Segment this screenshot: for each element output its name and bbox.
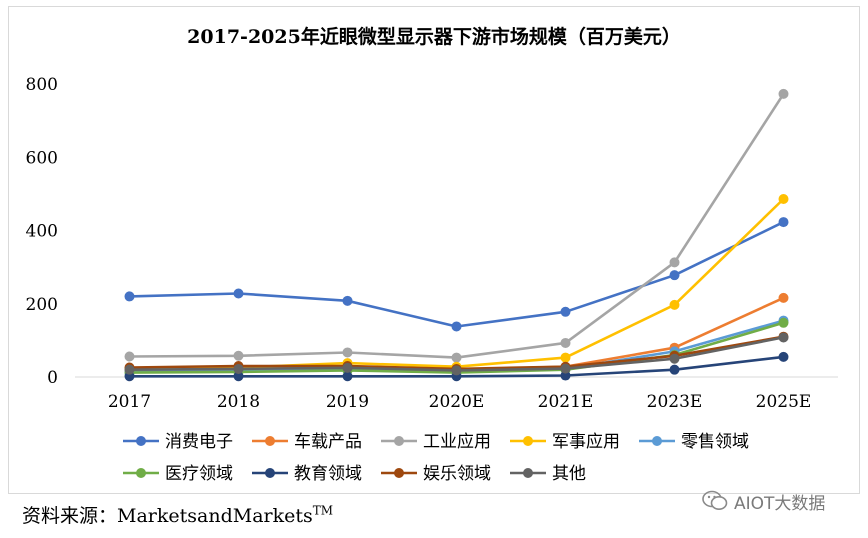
y-tick-label: 600 (26, 148, 58, 168)
data-point (560, 352, 571, 363)
trademark-mark: TM (312, 503, 334, 518)
y-tick-label: 800 (26, 75, 58, 95)
legend-label: 零售领域 (681, 432, 749, 452)
data-point (560, 337, 571, 348)
series-line-3 (128, 92, 785, 359)
data-point (560, 363, 571, 374)
data-point (778, 217, 789, 228)
series-line-1 (128, 220, 785, 328)
legend-label: 工业应用 (423, 432, 491, 452)
data-point (778, 317, 789, 328)
data-point (669, 270, 680, 281)
wechat-icon (702, 490, 728, 510)
legend-label: 医疗领域 (165, 464, 233, 484)
x-tick-label: 2025E (756, 392, 812, 412)
data-point (778, 332, 789, 343)
y-tick-label: 200 (26, 295, 58, 315)
legend-marker (265, 436, 275, 446)
watermark: AIOT大数据 (702, 489, 826, 514)
data-point (669, 299, 680, 310)
x-tick-label: 2023E (647, 392, 703, 412)
legend-marker (523, 468, 533, 478)
data-point (342, 347, 353, 358)
legend-label: 教育领域 (294, 464, 362, 484)
data-point (451, 352, 462, 363)
data-point (233, 363, 244, 374)
x-tick-label: 2020E (429, 392, 485, 412)
legend-marker (652, 436, 662, 446)
data-point (233, 371, 244, 382)
legend-marker (523, 436, 533, 446)
y-tick-label: 400 (26, 222, 58, 242)
legend-marker (394, 436, 404, 446)
chart-frame (8, 6, 860, 494)
data-point (124, 351, 135, 362)
data-point (560, 370, 571, 381)
x-tick-label: 2017 (108, 392, 151, 412)
source-note: 资料来源：MarketsandMarketsTM (22, 501, 333, 528)
chart-title: 2017-2025年近眼微型显示器下游市场规模（百万美元） (187, 25, 681, 48)
source-text: MarketsandMarkets (117, 505, 313, 527)
data-point (124, 291, 135, 302)
data-point (342, 362, 353, 373)
x-tick-label: 2018 (217, 392, 260, 412)
watermark-text: AIOT大数据 (734, 493, 826, 514)
data-point (778, 351, 789, 362)
data-point (451, 365, 462, 376)
data-point (669, 353, 680, 364)
data-point (124, 364, 135, 375)
legend-label: 其他 (552, 464, 586, 484)
legend-label: 娱乐领域 (423, 464, 491, 484)
legend-marker (136, 436, 146, 446)
data-point (669, 364, 680, 375)
data-point (669, 257, 680, 268)
legend-label: 军事应用 (552, 432, 620, 452)
data-point (560, 306, 571, 317)
data-point (233, 350, 244, 361)
y-tick-label: 0 (47, 368, 58, 388)
data-point (342, 371, 353, 382)
data-point (778, 88, 789, 99)
legend-marker (394, 468, 404, 478)
legend-marker (136, 468, 146, 478)
data-point (233, 288, 244, 299)
source-label: 资料来源： (22, 505, 118, 527)
x-tick-label: 2021E (538, 392, 594, 412)
data-point (778, 292, 789, 303)
legend-label: 消费电子 (165, 432, 233, 452)
legend-marker (265, 468, 275, 478)
data-point (342, 295, 353, 306)
legend-label: 车载产品 (294, 432, 362, 452)
data-point (451, 321, 462, 332)
data-point (778, 194, 789, 205)
x-tick-label: 2019 (326, 392, 369, 412)
